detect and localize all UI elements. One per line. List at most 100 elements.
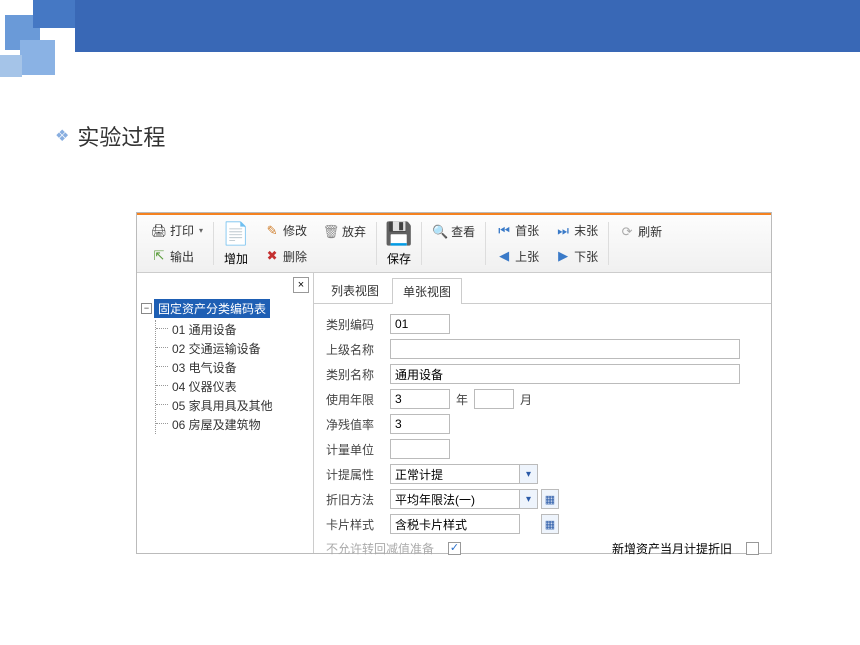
life-year-input[interactable]	[390, 389, 450, 409]
new-asset-checkbox[interactable]	[746, 542, 759, 555]
delete-icon: ✖	[264, 248, 280, 264]
label-unit: 计量单位	[326, 441, 390, 458]
label-card: 卡片样式	[326, 516, 390, 533]
section-title: ❖ 实验过程	[55, 120, 860, 152]
tree-item[interactable]: 03 电气设备	[162, 358, 309, 377]
banner-bar	[75, 0, 860, 52]
next-label: 下张	[574, 248, 598, 265]
section-title-text: 实验过程	[77, 120, 165, 152]
app-body: × − 固定资产分类编码表 01 通用设备02 交通运输设备03 电气设备04 …	[137, 273, 771, 553]
deco-square	[33, 0, 75, 28]
name-input[interactable]	[390, 364, 740, 384]
prev-label: 上张	[515, 248, 539, 265]
method-picker-button[interactable]: ▦	[541, 489, 559, 509]
edit-icon: ✎	[264, 223, 280, 239]
view-label: 查看	[451, 223, 475, 240]
tree-close-button[interactable]: ×	[293, 277, 309, 293]
tree-collapse-icon[interactable]: −	[141, 303, 152, 314]
tree-item[interactable]: 06 房屋及建筑物	[162, 415, 309, 434]
save-icon: 💾	[385, 220, 413, 248]
label-method: 折旧方法	[326, 491, 390, 508]
tree-item[interactable]: 02 交通运输设备	[162, 339, 309, 358]
print-label: 打印	[170, 222, 194, 239]
tree-panel: × − 固定资产分类编码表 01 通用设备02 交通运输设备03 电气设备04 …	[137, 273, 314, 553]
export-icon: ⇱	[151, 248, 167, 264]
refresh-button[interactable]: ⟳刷新	[615, 221, 666, 242]
add-label: 增加	[224, 250, 248, 267]
discard-icon: 🗑	[323, 224, 339, 240]
refresh-label: 刷新	[638, 223, 662, 240]
output-button[interactable]: ⇱输出	[147, 246, 207, 267]
modify-button[interactable]: ✎修改	[260, 220, 311, 241]
toolbar-separator	[608, 222, 609, 265]
tree-item[interactable]: 05 家具用具及其他	[162, 396, 309, 415]
toolbar: 🖨打印▾ ⇱输出 📄 增加 ✎修改 ✖删除 🗑放弃 💾 保存 🔍查看 ⏮首张	[137, 213, 771, 273]
tree-item[interactable]: 04 仪器仪表	[162, 377, 309, 396]
label-residual: 净残值率	[326, 416, 390, 433]
tree-root[interactable]: − 固定资产分类编码表	[141, 299, 309, 318]
card-picker-button[interactable]: ▦	[541, 514, 559, 534]
first-label: 首张	[515, 222, 539, 239]
tree-children: 01 通用设备02 交通运输设备03 电气设备04 仪器仪表05 家具用具及其他…	[155, 320, 309, 434]
month-unit: 月	[520, 391, 532, 408]
form-footer: 不允许转回减值准备 新增资产当月计提折旧	[326, 540, 759, 557]
label-code: 类别编码	[326, 316, 390, 333]
last-label: 末张	[574, 222, 598, 239]
deco-square	[0, 55, 22, 77]
first-icon: ⏮	[496, 223, 512, 239]
toolbar-separator	[485, 222, 486, 265]
prev-button[interactable]: ◀上张	[492, 246, 543, 267]
prev-icon: ◀	[496, 248, 512, 264]
toolbar-separator	[421, 222, 422, 265]
diamond-bullet-icon: ❖	[55, 126, 69, 146]
label-life: 使用年限	[326, 391, 390, 408]
next-button[interactable]: ▶下张	[551, 246, 602, 267]
save-button[interactable]: 💾 保存	[379, 218, 419, 269]
residual-input[interactable]	[390, 414, 450, 434]
delete-label: 删除	[283, 248, 307, 265]
add-button[interactable]: 📄 增加	[216, 218, 256, 269]
view-icon: 🔍	[432, 224, 448, 240]
toolbar-separator	[376, 222, 377, 265]
refresh-icon: ⟳	[619, 224, 635, 240]
card-input[interactable]	[390, 514, 520, 534]
disabled-option-label: 不允许转回减值准备	[326, 540, 434, 557]
view-button[interactable]: 🔍查看	[428, 221, 479, 242]
disabled-option-checkbox[interactable]	[448, 542, 461, 555]
parent-input[interactable]	[390, 339, 740, 359]
output-label: 输出	[170, 248, 194, 265]
last-button[interactable]: ⏭末张	[551, 220, 602, 241]
discard-label: 放弃	[342, 223, 366, 240]
add-icon: 📄	[222, 220, 250, 248]
label-name: 类别名称	[326, 366, 390, 383]
label-attr: 计提属性	[326, 466, 390, 483]
tab-list-view[interactable]: 列表视图	[320, 277, 390, 303]
tab-single-view[interactable]: 单张视图	[392, 278, 462, 304]
code-input[interactable]	[390, 314, 450, 334]
modify-label: 修改	[283, 222, 307, 239]
attr-input[interactable]	[390, 464, 520, 484]
year-unit: 年	[456, 391, 468, 408]
tree-item[interactable]: 01 通用设备	[162, 320, 309, 339]
dropdown-arrow-icon: ▾	[199, 226, 203, 235]
delete-button[interactable]: ✖删除	[260, 246, 311, 267]
unit-input[interactable]	[390, 439, 450, 459]
attr-combo[interactable]: ▾	[390, 464, 538, 484]
print-button[interactable]: 🖨打印▾	[147, 220, 207, 241]
label-parent: 上级名称	[326, 341, 390, 358]
first-button[interactable]: ⏮首张	[492, 220, 543, 241]
dropdown-icon[interactable]: ▾	[520, 489, 538, 509]
last-icon: ⏭	[555, 223, 571, 239]
slide-header	[0, 0, 860, 80]
save-label: 保存	[387, 250, 411, 267]
next-icon: ▶	[555, 248, 571, 264]
tree: − 固定资产分类编码表 01 通用设备02 交通运输设备03 电气设备04 仪器…	[141, 299, 309, 434]
tabs: 列表视图 单张视图	[314, 273, 771, 304]
method-input[interactable]	[390, 489, 520, 509]
life-month-input[interactable]	[474, 389, 514, 409]
discard-button[interactable]: 🗑放弃	[319, 221, 370, 242]
deco-square	[20, 40, 55, 75]
method-combo[interactable]: ▾	[390, 489, 538, 509]
toolbar-separator	[213, 222, 214, 265]
dropdown-icon[interactable]: ▾	[520, 464, 538, 484]
